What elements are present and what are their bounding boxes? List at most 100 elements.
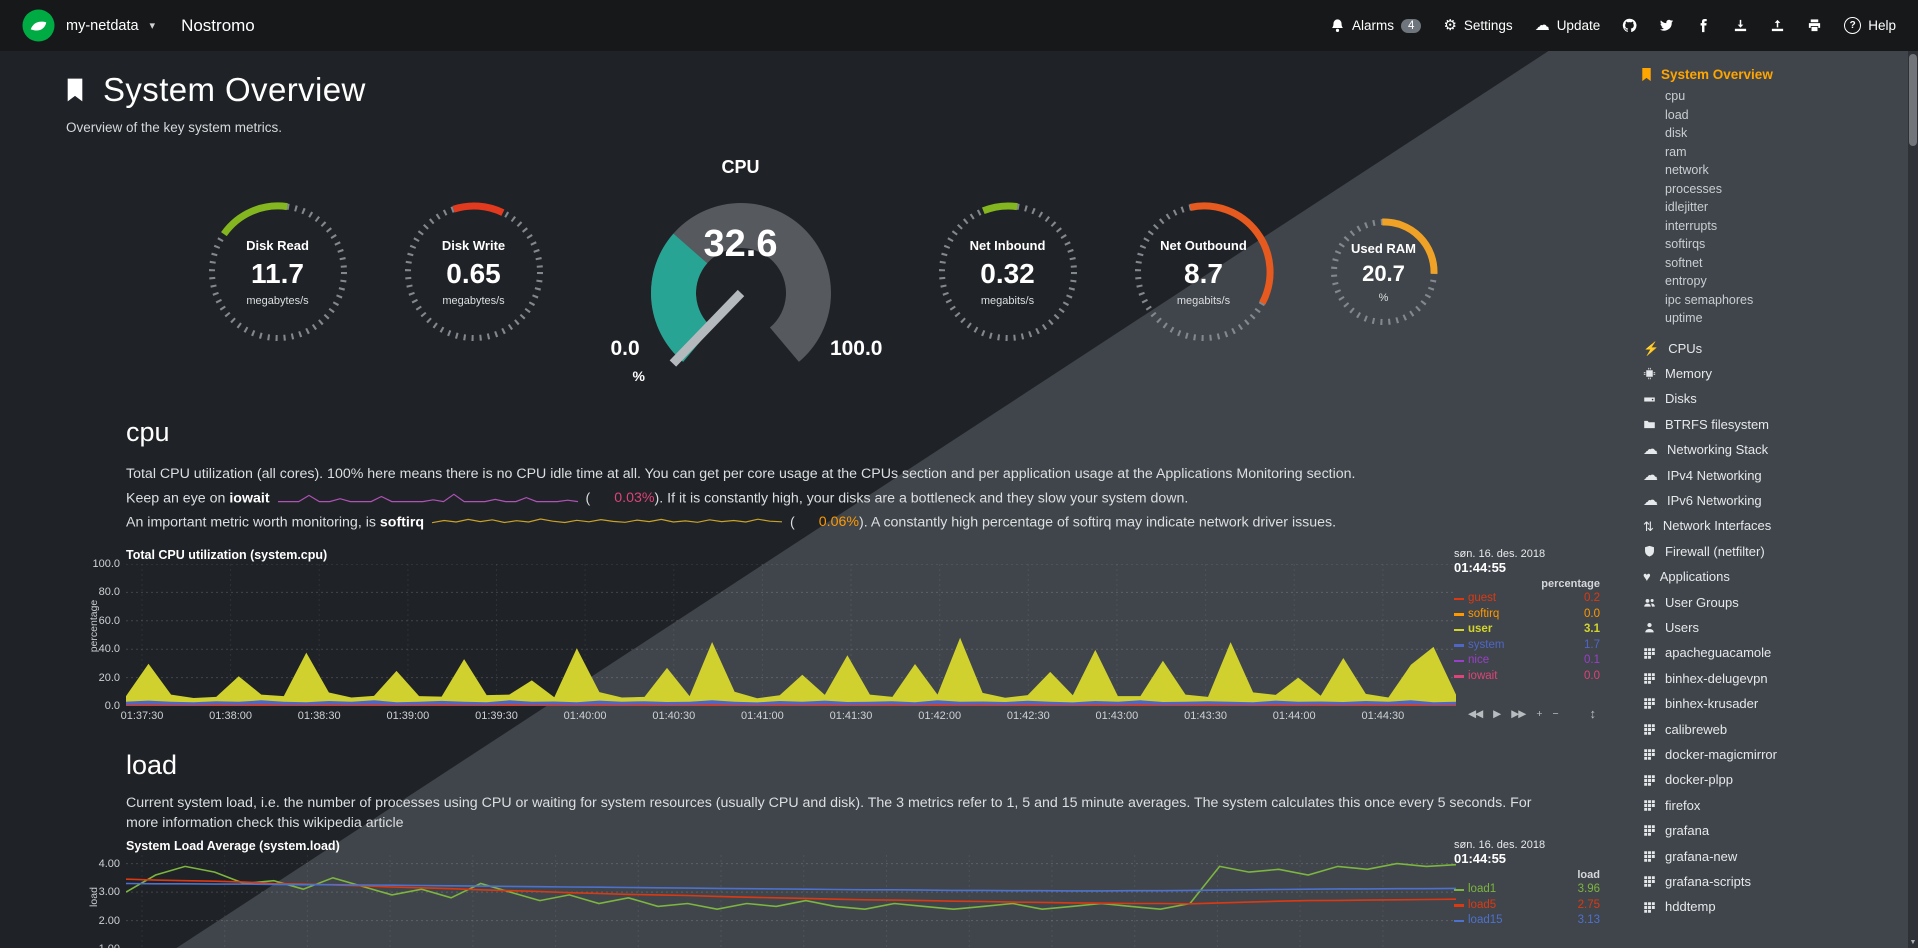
sidebar-item-ipv6-networking[interactable]: ☁ IPv6 Networking (1643, 492, 1762, 510)
sidebar-item-applications[interactable]: ♥ Applications (1643, 569, 1730, 585)
sidebar-item-disk[interactable]: disk (1665, 126, 1688, 140)
legend-user[interactable]: user 3.1 (1454, 622, 1600, 638)
cpu-gauge-title: CPU (721, 157, 760, 177)
sidebar-item-uptime[interactable]: uptime (1665, 311, 1703, 325)
sidebar-item-ipv4-networking[interactable]: ☁ IPv4 Networking (1643, 466, 1762, 484)
sidebar-item-network-interfaces[interactable]: ⇅ Network Interfaces (1643, 518, 1772, 534)
scroll-down-arrow[interactable]: ▼ (1909, 939, 1917, 946)
nav-help[interactable]: ? Help (1844, 17, 1896, 34)
legend-iowait[interactable]: iowait 0.0 (1454, 669, 1600, 685)
softirq-label: softirq (379, 514, 425, 531)
sidebar-item-ram[interactable]: ram (1665, 144, 1687, 159)
gauges-row: Disk Read 11.7 megabytes/s Disk Write 0.… (0, 157, 1645, 387)
sidebar-item-system-overview[interactable]: System Overview (1639, 67, 1902, 82)
github-icon (1622, 18, 1637, 33)
ethernet-icon: ⇅ (1643, 518, 1654, 534)
sidebar-item-networking-stack[interactable]: ☁ Networking Stack (1643, 441, 1769, 459)
legend-system[interactable]: system 1.7 (1454, 638, 1600, 654)
legend-nice[interactable]: nice 0.1 (1454, 653, 1600, 669)
scrollbar-thumb[interactable] (1909, 54, 1917, 146)
plot-area[interactable] (126, 563, 1456, 707)
sidebar-item-disks[interactable]: Disks (1639, 386, 1902, 411)
zoom-in-button[interactable]: + (1536, 708, 1542, 720)
x-tick: 01:40:00 (563, 710, 607, 722)
iowait-sparkline[interactable] (277, 489, 578, 508)
nav-settings[interactable]: ⚙ Settings (1443, 17, 1513, 34)
netdata-brand-dropdown[interactable]: my-netdata ▾ (22, 9, 155, 42)
heartbeat-icon: ♥ (1643, 569, 1651, 585)
sidebar-item-ipc-semaphores[interactable]: ipc semaphores (1665, 292, 1754, 307)
folder-icon (1643, 418, 1656, 431)
sidebar-item-docker-magicmirror[interactable]: docker-magicmirror (1639, 742, 1902, 767)
nav-import[interactable] (1733, 18, 1748, 33)
sidebar-item-memory[interactable]: Memory (1639, 361, 1902, 386)
sidebar-item-processes[interactable]: processes (1665, 181, 1722, 196)
users-icon (1643, 596, 1656, 609)
softirq-value: 0.06% (818, 514, 859, 531)
pan-backward-button[interactable]: ◀◀ (1468, 708, 1483, 720)
legend-load5[interactable]: load5 2.75 (1454, 898, 1600, 914)
gauge-cpu[interactable]: CPU 32.6 0.0 100.0 % (595, 157, 887, 387)
cpu-softirq-note: An important metric worth monitoring, is… (126, 513, 1645, 532)
sidebar-item-entropy[interactable]: entropy (1665, 274, 1707, 288)
sidebar-item-calibreweb[interactable]: calibreweb (1639, 717, 1902, 742)
nav-alarms[interactable]: Alarms 4 (1330, 18, 1422, 33)
sidebar-item-user-groups[interactable]: User Groups (1639, 590, 1902, 615)
sidebar-item-network[interactable]: network (1665, 163, 1709, 177)
sidebar-item-grafana-scripts[interactable]: grafana-scripts (1639, 869, 1902, 894)
sidebar-item-firewall-netfilter[interactable]: Firewall (netfilter) (1639, 539, 1902, 564)
toc-sidebar: System Overview cpu load disk ram network proc… (1625, 51, 1908, 948)
legend-rows: load1 3.96 load5 2.75 load15 3.13 (1454, 882, 1600, 929)
legend-guest[interactable]: guest 0.2 (1454, 591, 1600, 607)
navbar-actions: Alarms 4 ⚙ Settings ☁ Update ? Help (1330, 17, 1896, 34)
gauge-used-ram[interactable]: Used RAM 20.7 % (1325, 213, 1443, 331)
sidebar-item-grafana-new[interactable]: grafana-new (1639, 844, 1902, 869)
sidebar-item-cpu[interactable]: cpu (1665, 89, 1686, 103)
gauge-net-outbound[interactable]: Net Outbound 8.7 megabits/s (1129, 197, 1279, 347)
sidebar-item-binhex-krusader[interactable]: binhex-krusader (1639, 691, 1902, 716)
sidebar-item-cpus[interactable]: ⚡ CPUs (1643, 340, 1703, 356)
zoom-out-button[interactable]: − (1552, 708, 1559, 720)
sidebar-item-btrfs-filesystem[interactable]: BTRFS filesystem (1639, 412, 1902, 437)
legend-softirq[interactable]: softirq 0.0 (1454, 607, 1600, 623)
nav-twitter[interactable] (1659, 18, 1674, 33)
page-header: System Overview (0, 51, 1645, 109)
gauge-disk-read[interactable]: Disk Read 11.7 megabytes/s (203, 197, 353, 347)
sidebar-item-hddtemp[interactable]: hddtemp (1639, 894, 1902, 919)
sidebar-item-grafana[interactable]: grafana (1639, 818, 1902, 843)
nav-update[interactable]: ☁ Update (1534, 17, 1601, 34)
legend-load15[interactable]: load15 3.13 (1454, 913, 1600, 929)
nav-print[interactable] (1807, 18, 1822, 33)
play-button[interactable]: ▶ (1493, 708, 1501, 720)
chart-legend: søn. 16. des. 2018 01:44:55 percentage g… (1454, 548, 1600, 684)
gauge-net-inbound[interactable]: Net Inbound 0.32 megabits/s (933, 197, 1083, 347)
grid-icon (1643, 672, 1656, 685)
sidebar-item-interrupts[interactable]: interrupts (1665, 218, 1718, 233)
sidebar-item-docker-plpp[interactable]: docker-plpp (1639, 767, 1902, 792)
sidebar-item-apacheguacamole[interactable]: apacheguacamole (1639, 640, 1902, 665)
gauge-disk-write[interactable]: Disk Write 0.65 megabytes/s (399, 197, 549, 347)
legend-load1[interactable]: load1 3.96 (1454, 882, 1600, 898)
sidebar-item-softirqs[interactable]: softirqs (1665, 237, 1706, 251)
y-tick: 0.0 (104, 700, 120, 712)
x-tick: 01:38:30 (297, 710, 341, 722)
softirq-sparkline[interactable] (431, 513, 783, 532)
iowait-label: iowait (229, 490, 270, 507)
sidebar-item-binhex-delugevpn[interactable]: binhex-delugevpn (1639, 666, 1902, 691)
nav-facebook[interactable] (1696, 18, 1711, 33)
page-subtitle: Overview of the key system metrics. (66, 120, 283, 135)
sidebar-item-softnet[interactable]: softnet (1665, 255, 1703, 270)
sidebar-item-load[interactable]: load (1665, 107, 1689, 122)
scrollbar[interactable]: ▼ (1908, 51, 1918, 948)
alarms-count-badge: 4 (1401, 18, 1422, 33)
plot-area[interactable] (125, 855, 1457, 948)
nav-export[interactable] (1770, 18, 1785, 33)
nav-github[interactable] (1622, 18, 1637, 33)
sidebar-item-idlejitter[interactable]: idlejitter (1665, 200, 1709, 214)
pan-forward-button[interactable]: ▶▶ (1511, 708, 1526, 720)
x-tick: 01:40:30 (652, 710, 696, 722)
sidebar-item-firefox[interactable]: firefox (1639, 793, 1902, 818)
sidebar-item-users[interactable]: Users (1639, 615, 1902, 640)
chart-resize-handle[interactable]: ↕ (1589, 706, 1597, 721)
harddrive-icon (1643, 393, 1656, 406)
